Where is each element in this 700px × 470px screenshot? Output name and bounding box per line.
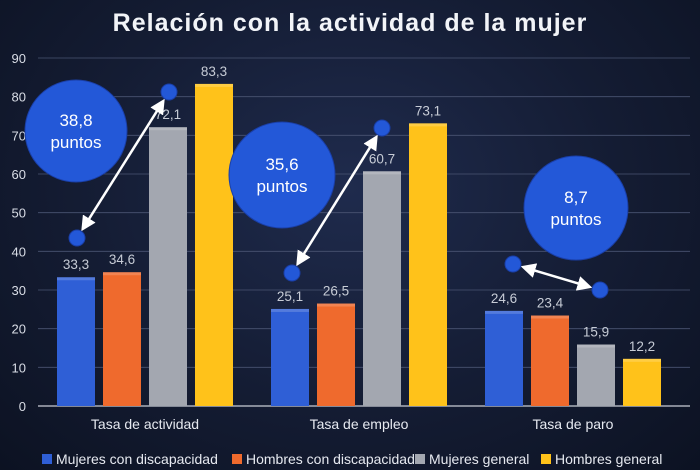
- gap-marker: [373, 119, 391, 137]
- bar-highlight: [103, 272, 141, 276]
- gap-marker: [68, 229, 86, 247]
- data-label: 73,1: [415, 103, 441, 118]
- bar-highlight: [149, 127, 187, 131]
- bar: [485, 310, 523, 406]
- bar-highlight: [623, 358, 661, 362]
- legend-swatch: [232, 454, 242, 464]
- x-tick-label: Tasa de paro: [533, 416, 614, 432]
- gap-arrow: [520, 263, 593, 291]
- y-tick-label: 40: [12, 244, 26, 259]
- y-tick-label: 0: [19, 399, 26, 414]
- y-tick-label: 10: [12, 360, 26, 375]
- data-label: 15,9: [583, 325, 609, 340]
- bar: [623, 358, 661, 406]
- data-label: 34,6: [109, 252, 135, 267]
- gap-value: 38,8: [59, 111, 92, 130]
- legend-swatch: [42, 454, 52, 464]
- bar-highlight: [317, 303, 355, 307]
- y-tick-label: 70: [12, 128, 26, 143]
- data-label: 26,5: [323, 284, 349, 299]
- bar: [103, 272, 141, 406]
- annotations: 38,8 puntos 35,6 puntos 8,7 puntos: [24, 79, 629, 299]
- bar-highlight: [195, 83, 233, 87]
- gap-marker: [591, 281, 609, 299]
- bar-highlight: [363, 171, 401, 175]
- gap-bubble: [24, 79, 128, 183]
- gap-arrow: [296, 134, 378, 267]
- data-label: 25,1: [277, 289, 303, 304]
- y-tick-label: 50: [12, 206, 26, 221]
- x-tick-label: Tasa de empleo: [310, 416, 409, 432]
- gap-unit: puntos: [50, 133, 101, 152]
- data-label: 60,7: [369, 151, 395, 166]
- bar: [149, 127, 187, 407]
- bar: [57, 277, 95, 406]
- gap-bubble: [228, 121, 336, 229]
- legend-label: Mujeres general: [429, 451, 529, 467]
- y-tick-label: 30: [12, 283, 26, 298]
- bar-highlight: [577, 344, 615, 348]
- x-tick-label: Tasa de actividad: [91, 416, 199, 432]
- y-tick-label: 90: [12, 51, 26, 66]
- bar: [195, 83, 233, 406]
- y-tick-label: 80: [12, 90, 26, 105]
- legend-swatch: [541, 454, 551, 464]
- gap-unit: puntos: [256, 177, 307, 196]
- legend-label: Hombres con discapacidad: [246, 451, 415, 467]
- x-axis: Tasa de actividad Tasa de empleo Tasa de p…: [91, 416, 614, 432]
- gap-marker: [504, 255, 522, 273]
- legend-label: Hombres general: [555, 451, 662, 467]
- gap-marker: [283, 264, 301, 282]
- data-label: 33,3: [63, 257, 89, 272]
- bar: [317, 303, 355, 406]
- bar: [409, 123, 447, 406]
- y-tick-label: 60: [12, 167, 26, 182]
- bar-highlight: [485, 310, 523, 314]
- legend-label: Mujeres con discapacidad: [56, 451, 218, 467]
- gap-value: 35,6: [265, 155, 298, 174]
- y-tick-label: 20: [12, 322, 26, 337]
- chart-title: Relación con la actividad de la mujer: [113, 9, 588, 37]
- bar-highlight: [57, 277, 95, 281]
- legend-swatch: [415, 454, 425, 464]
- data-label: 12,2: [629, 339, 655, 354]
- data-label: 83,3: [201, 64, 227, 79]
- gap-unit: puntos: [550, 210, 601, 229]
- gap-marker: [160, 83, 178, 101]
- bar-highlight: [531, 315, 569, 319]
- gap-bubble: [523, 155, 629, 261]
- bar-highlight: [409, 123, 447, 127]
- bar-highlight: [271, 308, 309, 312]
- bar: [577, 344, 615, 406]
- bar: [531, 315, 569, 406]
- data-label: 24,6: [491, 291, 517, 306]
- legend: Mujeres con discapacidad Hombres con disc…: [42, 451, 662, 467]
- bars: [57, 83, 661, 407]
- y-axis: 0 10 20 30 40 50 60 70 80 90: [12, 51, 26, 414]
- bar: [271, 308, 309, 406]
- gap-value: 8,7: [564, 188, 588, 207]
- bar: [363, 171, 401, 406]
- gap-arrow: [81, 98, 165, 232]
- data-label: 23,4: [537, 296, 564, 311]
